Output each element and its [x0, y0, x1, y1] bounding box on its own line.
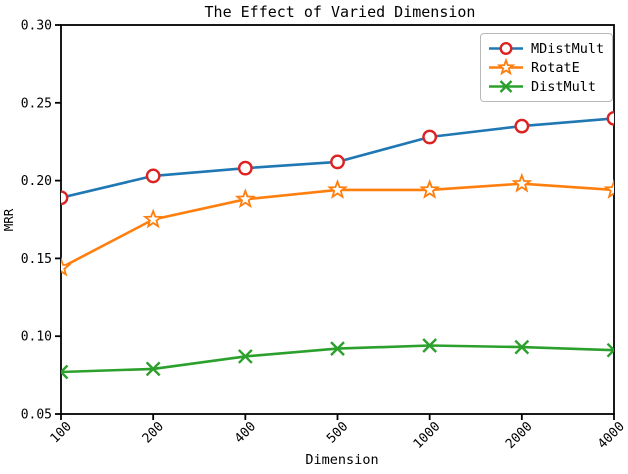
- x-marker: [145, 361, 161, 377]
- x-marker: [237, 349, 253, 364]
- series-DistMult: [61, 338, 614, 380]
- x-tick-label: 500: [324, 419, 351, 446]
- x-tick-label: 100: [48, 419, 75, 446]
- x-marker: [514, 339, 530, 355]
- x-marker: [422, 338, 438, 353]
- star-marker: [327, 178, 348, 199]
- circle-marker: [145, 168, 161, 184]
- y-tick-label: 0.25: [21, 96, 52, 111]
- circle-marker: [330, 154, 345, 170]
- y-axis-label: MRR: [1, 208, 16, 231]
- y-tick-label: 0.10: [21, 330, 52, 345]
- x-marker: [606, 342, 614, 358]
- star-marker: [511, 172, 533, 193]
- x-tick-label: 200: [140, 419, 167, 446]
- x-marker: [330, 341, 345, 356]
- star-marker: [234, 188, 256, 209]
- x-marker: [61, 364, 69, 380]
- y-tick-label: 0.15: [21, 252, 52, 267]
- legend-item-MDistMult: MDistMult: [488, 39, 605, 58]
- star-marker: [496, 58, 516, 76]
- y-tick-label: 0.20: [21, 174, 52, 189]
- legend-marker-MDistMult: [489, 42, 523, 55]
- series-line-RotatE: [61, 182, 614, 269]
- circle-marker: [514, 118, 530, 134]
- x-tick-label: 1000: [411, 419, 444, 452]
- series-MDistMult: [61, 110, 614, 206]
- x-axis-label: Dimension: [305, 452, 378, 468]
- circle-marker: [422, 129, 438, 145]
- star-marker: [61, 256, 72, 277]
- x-marker: [499, 80, 513, 93]
- legend-marker-DistMult: [489, 80, 523, 93]
- circle-marker: [237, 160, 253, 176]
- x-tick-label: 2000: [503, 419, 536, 452]
- star-marker: [419, 178, 441, 199]
- legend-label-MDistMult: MDistMult: [531, 40, 605, 57]
- star-marker: [603, 178, 614, 199]
- legend-label-DistMult: DistMult: [531, 78, 597, 95]
- circle-marker: [499, 42, 513, 55]
- circle-marker: [61, 190, 69, 206]
- legend-marker-RotatE: [489, 58, 523, 76]
- legend-item-RotatE: RotatE: [488, 58, 605, 77]
- legend-label-RotatE: RotatE: [531, 59, 580, 76]
- y-tick-label: 0.05: [21, 408, 52, 423]
- legend: MDistMult RotatE DistMult: [480, 33, 613, 102]
- circle-marker: [606, 110, 614, 126]
- x-tick-label: 400: [232, 419, 259, 446]
- star-marker: [142, 208, 164, 229]
- legend-item-DistMult: DistMult: [488, 77, 605, 96]
- chart-title: The Effect of Varied Dimension: [205, 3, 476, 21]
- series-RotatE: [61, 172, 614, 277]
- x-tick-label: 4000: [595, 419, 628, 452]
- y-tick-label: 0.30: [21, 19, 52, 34]
